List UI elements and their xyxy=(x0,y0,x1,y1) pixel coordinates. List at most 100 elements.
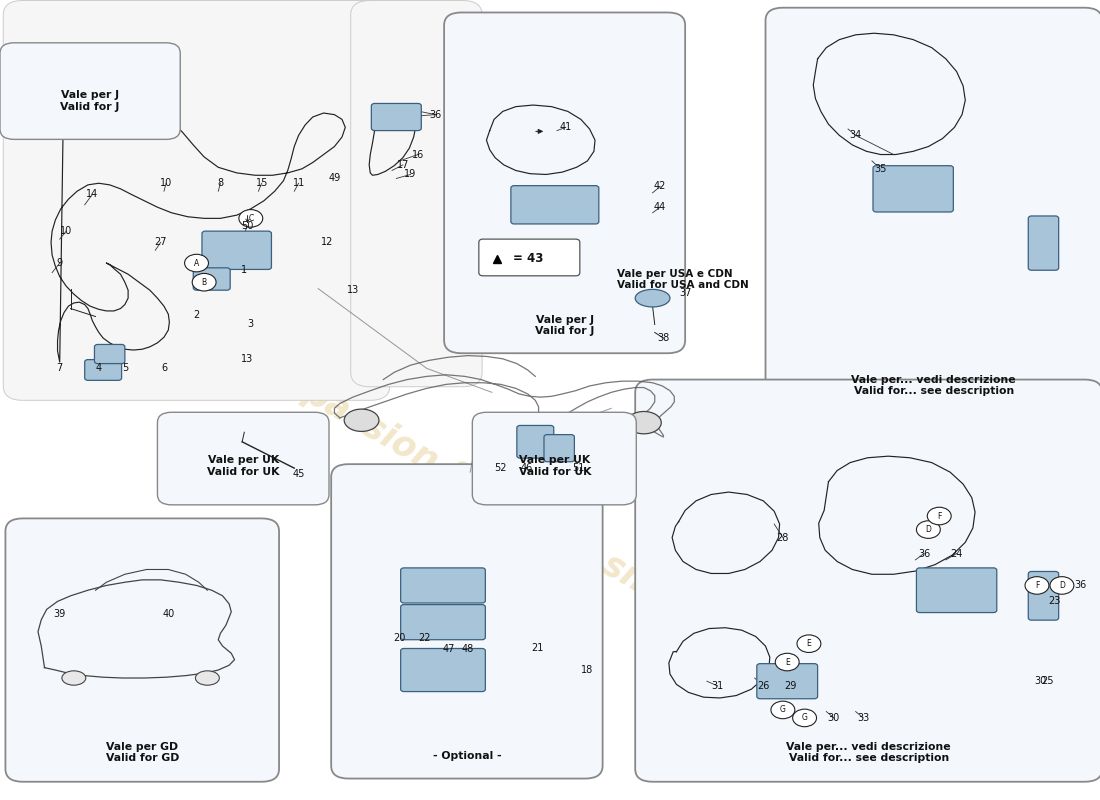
Text: 47: 47 xyxy=(442,644,454,654)
FancyBboxPatch shape xyxy=(916,568,997,613)
FancyBboxPatch shape xyxy=(157,412,329,505)
Text: 3: 3 xyxy=(248,319,254,330)
Text: Vale per USA e CDN
Valid for USA and CDN: Vale per USA e CDN Valid for USA and CDN xyxy=(617,269,748,290)
Text: 40: 40 xyxy=(162,609,175,619)
Text: 9: 9 xyxy=(57,258,63,268)
Text: passion for parts since 1985: passion for parts since 1985 xyxy=(297,374,795,682)
Text: 39: 39 xyxy=(54,609,66,619)
FancyBboxPatch shape xyxy=(0,43,180,139)
FancyBboxPatch shape xyxy=(372,103,421,130)
FancyBboxPatch shape xyxy=(766,8,1100,414)
Text: 36: 36 xyxy=(1075,581,1087,590)
FancyBboxPatch shape xyxy=(85,360,122,380)
Text: B: B xyxy=(201,278,207,286)
Text: 30: 30 xyxy=(1034,676,1046,686)
Ellipse shape xyxy=(344,409,378,431)
Text: 46: 46 xyxy=(520,463,532,473)
Text: 35: 35 xyxy=(874,164,887,174)
Circle shape xyxy=(1025,577,1049,594)
Ellipse shape xyxy=(196,671,219,685)
FancyBboxPatch shape xyxy=(400,605,485,640)
FancyBboxPatch shape xyxy=(400,568,485,603)
Text: 1: 1 xyxy=(241,266,248,275)
Text: Vale per UK
Valid for UK: Vale per UK Valid for UK xyxy=(207,455,279,477)
FancyBboxPatch shape xyxy=(757,664,817,698)
Text: 41: 41 xyxy=(560,122,572,132)
Circle shape xyxy=(798,635,821,653)
Circle shape xyxy=(916,521,940,538)
Text: Vale per GD
Valid for GD: Vale per GD Valid for GD xyxy=(106,742,179,763)
Text: 21: 21 xyxy=(531,642,543,653)
FancyBboxPatch shape xyxy=(3,1,389,400)
FancyBboxPatch shape xyxy=(1028,571,1058,620)
Text: 31: 31 xyxy=(712,681,724,691)
Text: D: D xyxy=(925,525,932,534)
Ellipse shape xyxy=(627,411,661,434)
Text: 50: 50 xyxy=(241,222,254,231)
Text: 38: 38 xyxy=(658,333,670,343)
Text: Vale per J
Valid for J: Vale per J Valid for J xyxy=(535,315,594,337)
Text: 8: 8 xyxy=(218,178,223,188)
Text: Vale per... vedi descrizione
Valid for... see description: Vale per... vedi descrizione Valid for..… xyxy=(786,742,952,763)
FancyBboxPatch shape xyxy=(331,464,603,778)
Circle shape xyxy=(1050,577,1074,594)
Text: 30: 30 xyxy=(828,713,840,723)
Text: 6: 6 xyxy=(161,363,167,374)
Circle shape xyxy=(185,254,209,272)
FancyBboxPatch shape xyxy=(873,166,954,212)
Text: 15: 15 xyxy=(255,178,268,188)
Text: 44: 44 xyxy=(654,202,667,212)
Text: G: G xyxy=(802,714,807,722)
FancyBboxPatch shape xyxy=(472,412,636,505)
FancyBboxPatch shape xyxy=(1028,216,1058,270)
Text: 36: 36 xyxy=(917,549,931,558)
Text: 11: 11 xyxy=(293,178,305,188)
Text: E: E xyxy=(784,658,790,666)
FancyBboxPatch shape xyxy=(544,434,574,462)
Text: 23: 23 xyxy=(1048,597,1060,606)
Text: 19: 19 xyxy=(405,170,417,179)
Text: 34: 34 xyxy=(849,130,861,140)
Circle shape xyxy=(793,709,816,726)
Text: 52: 52 xyxy=(494,463,507,473)
FancyBboxPatch shape xyxy=(517,426,553,458)
Circle shape xyxy=(771,701,795,718)
Text: D: D xyxy=(1059,581,1065,590)
Ellipse shape xyxy=(62,671,86,685)
Text: A: A xyxy=(194,258,199,267)
Text: F: F xyxy=(937,511,942,521)
Text: Vale per UK
Valid for UK: Vale per UK Valid for UK xyxy=(518,455,591,477)
FancyBboxPatch shape xyxy=(6,518,279,782)
Text: 7: 7 xyxy=(56,363,63,374)
Text: 17: 17 xyxy=(397,160,409,170)
Text: 24: 24 xyxy=(950,549,962,558)
Text: 36: 36 xyxy=(429,110,441,120)
Text: 10: 10 xyxy=(160,178,173,188)
Text: 4: 4 xyxy=(96,363,102,374)
Text: 14: 14 xyxy=(86,190,98,199)
Text: 20: 20 xyxy=(394,633,406,643)
Text: 16: 16 xyxy=(411,150,425,159)
FancyBboxPatch shape xyxy=(510,186,598,224)
FancyBboxPatch shape xyxy=(478,239,580,276)
Text: = 43: = 43 xyxy=(513,252,543,265)
Text: 26: 26 xyxy=(757,681,770,691)
Text: 18: 18 xyxy=(581,665,594,675)
Text: 33: 33 xyxy=(857,713,869,723)
Text: C: C xyxy=(249,214,253,223)
Text: 13: 13 xyxy=(241,354,254,364)
Text: Vale per J
Valid for J: Vale per J Valid for J xyxy=(60,90,120,112)
Text: F: F xyxy=(1035,581,1040,590)
Text: E: E xyxy=(806,639,812,648)
Text: 49: 49 xyxy=(328,174,341,183)
FancyBboxPatch shape xyxy=(635,379,1100,782)
Ellipse shape xyxy=(635,290,670,307)
Text: 37: 37 xyxy=(679,287,691,298)
Text: - Optional -: - Optional - xyxy=(432,751,502,761)
Text: 51: 51 xyxy=(573,463,585,473)
FancyBboxPatch shape xyxy=(444,13,685,354)
Text: 28: 28 xyxy=(777,533,789,542)
Text: 48: 48 xyxy=(462,644,474,654)
Text: 22: 22 xyxy=(418,633,431,643)
FancyBboxPatch shape xyxy=(351,1,482,386)
